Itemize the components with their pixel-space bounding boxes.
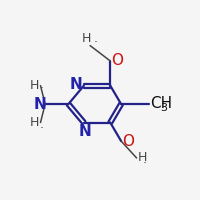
Text: 3: 3: [161, 103, 168, 113]
Text: .: .: [143, 153, 147, 166]
Text: H: H: [82, 32, 91, 45]
Text: .: .: [94, 32, 98, 45]
Text: H: H: [30, 79, 39, 92]
Text: .: .: [40, 78, 44, 91]
Text: CH: CH: [151, 96, 173, 111]
Text: N: N: [78, 124, 91, 139]
Text: .: .: [40, 118, 44, 131]
Text: O: O: [122, 134, 134, 149]
Text: O: O: [111, 53, 123, 68]
Text: H: H: [137, 151, 147, 164]
Text: H: H: [30, 116, 39, 129]
Text: N: N: [70, 77, 82, 92]
Text: N: N: [33, 97, 46, 112]
